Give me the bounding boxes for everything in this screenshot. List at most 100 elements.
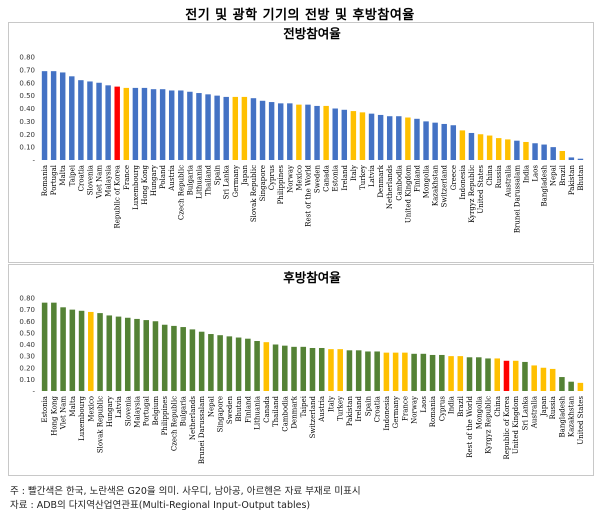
- bar-slovenia: [87, 81, 93, 160]
- bar-portugal: [50, 71, 57, 160]
- bar-nepal: [550, 147, 556, 161]
- backward-participation-chart: 후방참여율 - 0.10 0.20 0.30 0.40 0.50 0.60 0.70 0.80 Es…: [19, 270, 585, 465]
- x-tick-label: Malaysia: [105, 165, 113, 197]
- x-tick-label: Germany: [392, 396, 400, 428]
- bar-cambodia: [396, 116, 402, 160]
- bar-bangladesh: [559, 377, 565, 391]
- x-tick-label: Russia: [495, 165, 503, 188]
- bar-mexico: [88, 311, 94, 391]
- bar-spain: [214, 95, 220, 161]
- x-tick-label: Estonia: [41, 396, 49, 423]
- x-tick-label: Cyprus: [438, 396, 446, 422]
- x-tick-label: India: [448, 396, 456, 414]
- bar-bulgaria: [180, 327, 186, 391]
- bar-sri-lanka: [223, 96, 229, 160]
- forward-participation-panel: 전방참여율 - 0.10 0.20 0.30 0.40 0.50 0.60 0.70 0.80 Ro…: [8, 22, 594, 263]
- bar-japan: [540, 367, 547, 391]
- x-tick-label: Finland: [413, 164, 421, 192]
- y-tick-label: 0.70: [19, 306, 35, 314]
- bar-italy: [328, 349, 334, 391]
- bar-norway: [411, 353, 417, 391]
- x-tick-label: China: [494, 396, 502, 417]
- x-tick-label: Switzerland: [309, 395, 317, 438]
- bar-cyprus: [439, 354, 445, 391]
- x-tick-label: Italy: [350, 165, 358, 181]
- bar-united-states: [577, 382, 584, 391]
- bar-italy: [350, 111, 357, 160]
- x-tick-label: Switzerland: [441, 164, 449, 207]
- bar-australia: [505, 139, 511, 160]
- x-tick-label: Singapore: [259, 165, 267, 201]
- x-tick-label: United States: [577, 396, 585, 445]
- y-tick-label: 0.20: [19, 364, 35, 372]
- x-tick-label: France: [123, 165, 131, 190]
- bar-sweden: [226, 336, 233, 391]
- y-tick-label: 0.40: [19, 341, 35, 349]
- bar-hong-kong: [141, 87, 148, 160]
- x-tick-label: Austria: [168, 165, 176, 192]
- bar-kyrgyz-republic: [468, 132, 475, 160]
- x-tick-label: Estonia: [332, 165, 340, 192]
- bar-bangladesh: [541, 144, 547, 160]
- x-tick-label: Cambodia: [395, 165, 403, 201]
- x-tick-label: Mexico: [295, 165, 303, 191]
- bar-finland: [414, 118, 420, 160]
- bar-united-kingdom: [405, 117, 411, 160]
- forward-participation-chart: 전방참여율 - 0.10 0.20 0.30 0.40 0.50 0.60 0.70 0.80 Ro…: [19, 26, 585, 234]
- x-tick-label: Nepal: [207, 395, 215, 417]
- bar-cyprus: [268, 102, 275, 160]
- page-title: 전기 및 광학 기기의 전방 및 후방참여율: [185, 8, 415, 23]
- x-tick-label: Czech Republic: [170, 396, 178, 451]
- x-tick-label: Ireland: [355, 395, 363, 421]
- bar-denmark: [291, 346, 297, 391]
- x-tick-label: Kyrgyz Republic: [468, 165, 476, 223]
- x-tick-label: Sweden: [226, 396, 234, 425]
- x-tick-label: Romania: [429, 396, 437, 427]
- x-tick-label: Laos: [420, 396, 428, 413]
- y-tick-label: 0.10: [19, 376, 35, 384]
- bar-malta: [69, 309, 76, 391]
- x-tick-label: United Kingdom: [512, 396, 520, 454]
- bar-viet-nam: [60, 307, 66, 391]
- x-tick-label: Denmark: [377, 164, 385, 197]
- bar-belgium: [152, 321, 159, 391]
- x-tick-label: Norway: [411, 396, 419, 424]
- x-tick-label: Indonesia: [383, 396, 391, 431]
- bar-kazakhstan: [432, 122, 438, 160]
- bar-india: [448, 356, 454, 392]
- bar-rest-of-the-world: [305, 104, 311, 160]
- y-tick-label: -: [32, 157, 35, 165]
- x-tick-label: Singapore: [217, 396, 225, 432]
- x-tick-label: Brunei Darussalam: [513, 165, 521, 234]
- bar-estonia: [332, 108, 338, 160]
- bar-republic-of-korea: [114, 86, 120, 160]
- x-tick-label: Latvia: [368, 165, 376, 187]
- x-tick-label: Austria: [318, 396, 326, 423]
- bar-bhutan: [235, 337, 242, 391]
- x-tick-label: Italy: [327, 396, 335, 412]
- x-tick-label: Bulgaria: [186, 165, 194, 195]
- x-tick-label: Slovenia: [124, 396, 132, 426]
- x-tick-label: Malta: [69, 396, 77, 417]
- x-tick-label: Viet Nam: [96, 165, 104, 200]
- x-tick-label: Slovak Republic: [97, 396, 105, 453]
- bar-ireland: [355, 350, 362, 391]
- bar-switzerland: [309, 347, 316, 391]
- x-tick-label: Netherlands: [386, 165, 394, 209]
- x-tick-label: Brunei Darussalam: [198, 396, 206, 465]
- bar-laos: [532, 143, 538, 160]
- x-tick-label: Pakistan: [346, 396, 354, 427]
- bar-sweden: [314, 105, 320, 160]
- bar-netherlands: [189, 329, 196, 391]
- y-tick-label: 0.50: [19, 329, 35, 337]
- x-tick-label: Sri Lanka: [521, 396, 529, 430]
- bar-croatia: [374, 351, 380, 391]
- bar-romania: [429, 354, 436, 391]
- x-tick-label: Bhutan: [235, 396, 243, 422]
- chart-title: 전방참여율: [283, 26, 341, 41]
- x-tick-label: Lithuania: [254, 396, 262, 430]
- bar-estonia: [41, 302, 48, 391]
- y-tick-label: 0.10: [19, 144, 35, 152]
- bar-malaysia: [134, 318, 140, 391]
- bar-romania: [41, 71, 48, 160]
